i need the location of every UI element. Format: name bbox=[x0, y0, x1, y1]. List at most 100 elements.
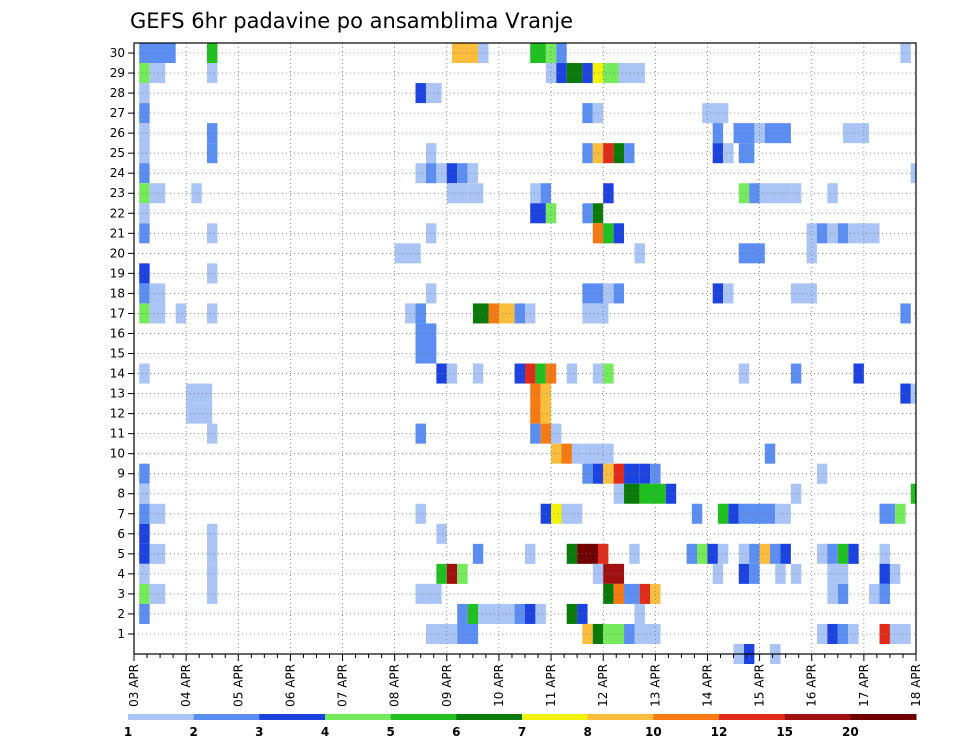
heatmap-cell bbox=[472, 303, 489, 324]
heatmap-cell bbox=[425, 623, 458, 644]
heatmap-cell bbox=[446, 363, 458, 384]
heatmap-cell bbox=[446, 183, 468, 204]
heatmap-cell bbox=[650, 463, 661, 484]
heatmap-cell bbox=[540, 403, 552, 424]
heatmap-cell bbox=[624, 143, 635, 164]
heatmap-cell bbox=[206, 303, 218, 324]
heatmap-cell bbox=[738, 363, 750, 384]
heatmap-cell bbox=[149, 503, 166, 524]
heatmap-cell bbox=[540, 423, 552, 444]
heatmap-cell bbox=[879, 503, 896, 524]
heatmap-cell bbox=[603, 463, 614, 484]
heatmap-cell bbox=[467, 603, 479, 624]
heatmap-cell bbox=[592, 463, 604, 484]
heatmap-cell bbox=[848, 623, 859, 644]
heatmap-cell bbox=[488, 303, 499, 324]
heatmap-cell bbox=[624, 483, 640, 504]
heatmap-cell bbox=[149, 283, 166, 304]
heatmap-cell bbox=[139, 483, 150, 504]
heatmap-cell bbox=[514, 363, 525, 384]
heatmap-cell bbox=[582, 63, 593, 84]
heatmap-cell bbox=[775, 503, 791, 524]
heatmap-cell bbox=[540, 503, 552, 524]
heatmap-cell bbox=[592, 563, 604, 584]
heatmap-cell bbox=[415, 583, 442, 604]
heatmap-cell bbox=[717, 503, 729, 524]
heatmap-cell bbox=[566, 363, 578, 384]
heatmap-cell bbox=[618, 63, 645, 84]
y-tick-label: 9 bbox=[117, 467, 125, 481]
y-tick-label: 10 bbox=[110, 447, 125, 461]
y-tick-label: 27 bbox=[110, 106, 125, 120]
heatmap-cell bbox=[206, 63, 218, 84]
heatmap-cell bbox=[186, 383, 213, 404]
heatmap-cell bbox=[394, 243, 421, 264]
heatmap-cell bbox=[545, 203, 557, 224]
colorbar-label: 2 bbox=[189, 725, 197, 739]
heatmap-cell bbox=[827, 183, 838, 204]
heatmap-cell bbox=[592, 103, 604, 124]
colorbar-swatch bbox=[653, 714, 720, 720]
heatmap-cell bbox=[759, 183, 791, 204]
heatmap-cell bbox=[425, 283, 437, 304]
heatmap-cell bbox=[206, 583, 218, 604]
y-tick-label: 12 bbox=[110, 407, 125, 421]
heatmap-cell bbox=[770, 543, 781, 564]
y-tick-label: 5 bbox=[117, 547, 125, 561]
heatmap-cell bbox=[149, 183, 166, 204]
heatmap-cell bbox=[790, 483, 802, 504]
heatmap-cell bbox=[889, 563, 901, 584]
heatmap-cell bbox=[206, 423, 218, 444]
heatmap-cell bbox=[139, 603, 150, 624]
heatmap-cell bbox=[603, 363, 614, 384]
heatmap-cell bbox=[775, 563, 786, 584]
heatmap-cell bbox=[139, 543, 150, 564]
heatmap-cell bbox=[879, 543, 890, 564]
x-tick-label: 16 APR bbox=[805, 664, 819, 707]
y-tick-label: 25 bbox=[110, 146, 125, 160]
heatmap-cell bbox=[624, 623, 635, 644]
colorbar-swatch bbox=[850, 714, 917, 720]
heatmap-cell bbox=[634, 603, 645, 624]
heatmap-cell bbox=[545, 43, 557, 64]
heatmap-cell bbox=[879, 583, 890, 604]
heatmap-cell bbox=[582, 463, 593, 484]
x-tick-label: 08 APR bbox=[388, 664, 402, 707]
heatmap-cell bbox=[582, 103, 593, 124]
heatmap-cell bbox=[592, 203, 604, 224]
y-tick-label: 24 bbox=[110, 166, 125, 180]
heatmap-cell bbox=[139, 563, 150, 584]
y-tick-label: 28 bbox=[110, 86, 125, 100]
heatmap-cell bbox=[415, 343, 437, 364]
heatmap-cell bbox=[446, 563, 458, 584]
colorbar-label: 3 bbox=[255, 725, 263, 739]
heatmap-cell bbox=[571, 443, 583, 464]
heatmap-cell bbox=[837, 623, 849, 644]
y-tick-label: 15 bbox=[110, 347, 125, 361]
heatmap-cell bbox=[467, 163, 479, 184]
heatmap-cell bbox=[624, 463, 640, 484]
heatmap-cell bbox=[540, 183, 552, 204]
heatmap-cell bbox=[415, 163, 426, 184]
heatmap-cell bbox=[900, 303, 911, 324]
heatmap-cell bbox=[843, 123, 870, 144]
heatmap-cell bbox=[895, 503, 906, 524]
heatmap-cell bbox=[206, 223, 218, 244]
heatmap-cell bbox=[149, 63, 166, 84]
heatmap-cell bbox=[175, 303, 187, 324]
heatmap-cell bbox=[827, 543, 838, 564]
heatmap-cell bbox=[582, 623, 593, 644]
colorbar-swatch bbox=[325, 714, 392, 720]
heatmap-cell bbox=[634, 623, 661, 644]
y-tick-label: 1 bbox=[117, 627, 125, 641]
y-tick-label: 8 bbox=[117, 487, 125, 501]
heatmap-cell bbox=[139, 203, 150, 224]
heatmap-cell bbox=[139, 163, 150, 184]
heatmap-cell bbox=[790, 183, 802, 204]
colorbar-label: 15 bbox=[776, 725, 793, 739]
heatmap-cell bbox=[530, 183, 541, 204]
y-tick-label: 17 bbox=[110, 306, 125, 320]
heatmap-cell bbox=[597, 543, 609, 564]
heatmap-cell bbox=[566, 603, 578, 624]
colorbar-label: 12 bbox=[711, 725, 728, 739]
